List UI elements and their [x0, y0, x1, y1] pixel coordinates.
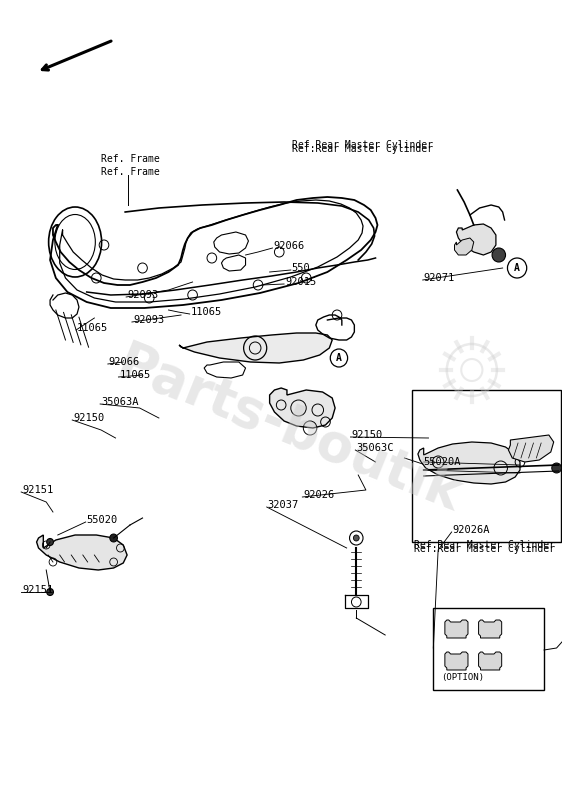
Polygon shape — [478, 652, 502, 670]
Text: Parts­boutik: Parts­boutik — [109, 337, 469, 523]
Polygon shape — [454, 238, 474, 255]
Text: 55020: 55020 — [86, 515, 118, 525]
Text: 92026A: 92026A — [453, 525, 490, 535]
Text: 92066: 92066 — [109, 357, 140, 367]
Polygon shape — [445, 620, 468, 638]
Circle shape — [552, 463, 561, 473]
Circle shape — [353, 535, 359, 541]
Text: 92151: 92151 — [22, 485, 53, 495]
Text: 92150: 92150 — [73, 413, 105, 423]
Polygon shape — [270, 388, 335, 428]
Polygon shape — [509, 435, 554, 462]
Text: Ref.Rear Master Cylinder: Ref.Rear Master Cylinder — [292, 144, 433, 154]
Text: 92015: 92015 — [285, 277, 317, 287]
Bar — [412, 390, 561, 542]
Text: A: A — [336, 353, 342, 363]
Polygon shape — [418, 442, 520, 484]
Text: 92026: 92026 — [303, 490, 335, 500]
Text: Ref.Rear Master Cylinder: Ref.Rear Master Cylinder — [292, 140, 433, 150]
Text: 55020A: 55020A — [423, 457, 461, 467]
Text: 11065: 11065 — [77, 323, 108, 333]
Circle shape — [47, 538, 54, 546]
Text: 92071: 92071 — [423, 273, 455, 283]
Polygon shape — [37, 535, 127, 570]
Text: (OPTION): (OPTION) — [441, 673, 484, 682]
Text: 92066: 92066 — [273, 241, 305, 251]
Text: Ref.Rear Master Cylinder: Ref.Rear Master Cylinder — [414, 544, 555, 554]
Bar — [433, 608, 544, 690]
Text: 92150: 92150 — [352, 430, 383, 440]
Text: 35063C: 35063C — [356, 443, 394, 453]
Polygon shape — [445, 652, 468, 670]
Circle shape — [47, 589, 54, 595]
Text: Ref. Frame: Ref. Frame — [101, 154, 160, 164]
Polygon shape — [457, 224, 496, 255]
Text: 92093: 92093 — [127, 290, 158, 300]
Circle shape — [492, 248, 506, 262]
Text: 11065: 11065 — [190, 307, 222, 317]
Text: 11065: 11065 — [119, 370, 151, 380]
Text: 92093: 92093 — [133, 315, 164, 325]
Polygon shape — [478, 620, 502, 638]
Text: 32037: 32037 — [267, 500, 299, 510]
Text: 35063A: 35063A — [101, 397, 138, 407]
Text: 550: 550 — [292, 263, 311, 273]
Text: Ref.Rear Master Cylinder: Ref.Rear Master Cylinder — [414, 540, 555, 550]
Text: 92151: 92151 — [22, 585, 53, 595]
Circle shape — [110, 534, 117, 542]
Text: Ref. Frame: Ref. Frame — [101, 167, 160, 177]
Polygon shape — [179, 333, 332, 363]
Text: A: A — [514, 263, 520, 273]
